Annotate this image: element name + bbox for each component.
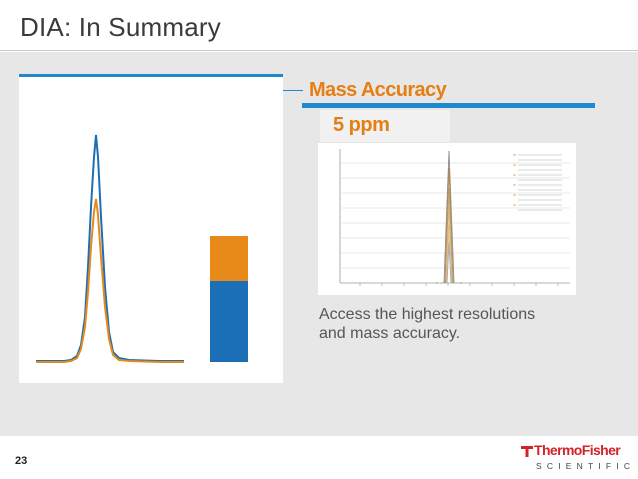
thermo-fisher-logo: ThermoFisher SCIENTIFIC — [520, 442, 630, 476]
slide-title: DIA: In Summary — [20, 12, 221, 42]
chromatogram-trace-orange — [36, 198, 184, 363]
mass-accuracy-caption: Access the highest resolutions and mass … — [319, 305, 579, 343]
logo-mark-icon — [521, 446, 533, 457]
stacked-bar-blue — [210, 281, 248, 362]
ppm-value: 5 ppm — [333, 114, 390, 136]
connector-line — [283, 90, 303, 91]
chromatogram-figure — [36, 134, 248, 363]
logo-brand-top: ThermoFisher — [534, 442, 621, 458]
chromatogram-trace-blue — [36, 134, 184, 362]
caption-line-1: Access the highest resolutions — [319, 306, 536, 323]
chromatogram-card — [19, 77, 283, 383]
mass-spectrum-thumbnail — [318, 143, 576, 295]
stacked-bar-orange — [210, 236, 248, 281]
logo-brand-bottom: SCIENTIFIC — [536, 461, 636, 471]
title-divider — [0, 50, 638, 51]
page-number: 23 — [15, 455, 28, 467]
mass-accuracy-underline — [302, 103, 595, 108]
ppm-highlight-box — [320, 110, 450, 142]
mass-accuracy-heading: Mass Accuracy — [309, 79, 447, 101]
mass-spectrum-figure — [339, 149, 570, 286]
caption-line-2: and mass accuracy. — [319, 325, 461, 342]
